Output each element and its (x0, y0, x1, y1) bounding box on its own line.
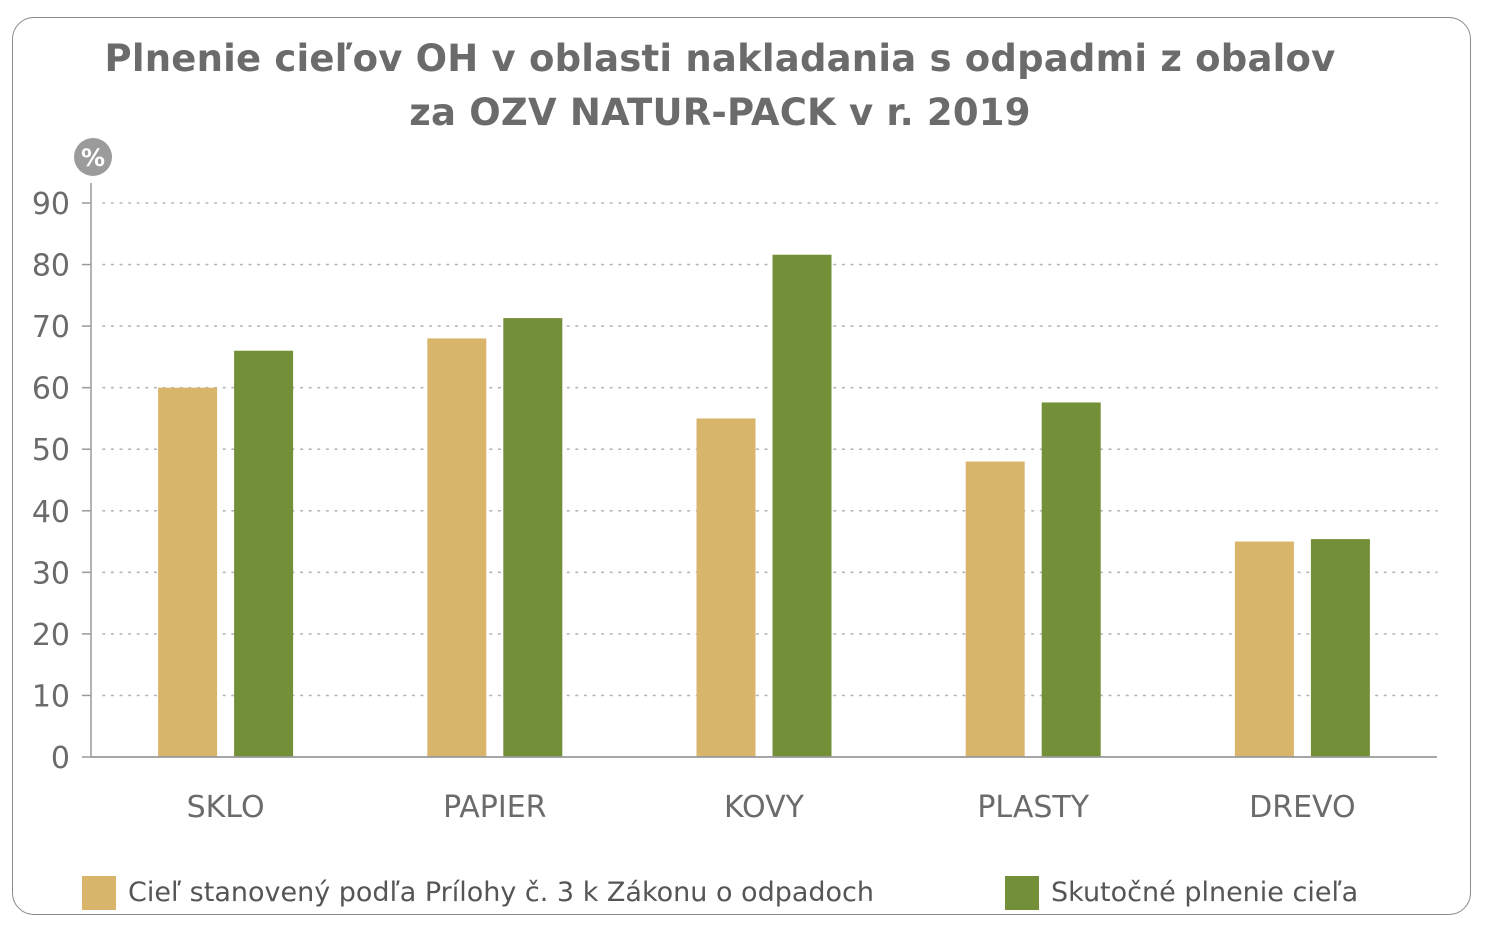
y-tick-labels: 0 10 20 30 40 50 60 70 80 90 (32, 187, 70, 776)
y-tick-label-50: 50 (32, 433, 70, 468)
x-tick-labels: SKLO PAPIER KOVY PLASTY DREVO (187, 790, 1356, 825)
y-tick-label-70: 70 (32, 310, 70, 345)
legend-label-actual: Skutočné plnenie cieľa (1051, 877, 1359, 908)
bar-kovy-target (696, 418, 756, 757)
bar-sklo-actual (234, 350, 294, 757)
gridlines (102, 202, 1438, 697)
x-tick-label-papier: PAPIER (443, 790, 546, 825)
chart-title-line-2: za OZV NATUR-PACK v r. 2019 (409, 91, 1031, 134)
y-tick-label-80: 80 (32, 249, 70, 284)
legend-swatch-actual (1005, 876, 1039, 910)
bar-drevo-target (1234, 541, 1294, 757)
y-tick-label-30: 30 (32, 556, 70, 591)
bar-papier-target (427, 338, 487, 757)
x-tick-label-plasty: PLASTY (977, 790, 1089, 825)
y-tick-label-10: 10 (32, 679, 70, 714)
y-unit-badge-circle (74, 138, 112, 176)
axes (82, 183, 1437, 758)
y-unit-badge: % (74, 138, 112, 176)
y-tick-label-90: 90 (32, 187, 70, 222)
x-tick-label-drevo: DREVO (1249, 790, 1356, 825)
chart-title: Plnenie cieľov OH v oblasti nakladania s… (60, 32, 1380, 140)
bar-plasty-actual (1041, 402, 1101, 757)
bar-drevo-actual (1310, 539, 1370, 757)
bars (158, 254, 1370, 757)
y-tick-label-60: 60 (32, 372, 70, 407)
bar-papier-actual (503, 318, 563, 757)
x-tick-label-kovy: KOVY (724, 790, 805, 825)
chart-frame (12, 17, 1471, 915)
y-tick-label-0: 0 (51, 741, 70, 776)
bar-sklo-target (158, 387, 218, 757)
bar-plasty-target (965, 461, 1025, 757)
bar-kovy-actual (772, 254, 832, 757)
x-tick-label-sklo: SKLO (187, 790, 265, 825)
y-tick-label-20: 20 (32, 618, 70, 653)
legend-label-target: Cieľ stanovený podľa Prílohy č. 3 k Záko… (128, 877, 875, 908)
chart-title-line-1: Plnenie cieľov OH v oblasti nakladania s… (104, 37, 1336, 80)
y-tick-label-40: 40 (32, 495, 70, 530)
legend-swatch-target (82, 876, 116, 910)
y-axis-unit: % (81, 144, 105, 172)
